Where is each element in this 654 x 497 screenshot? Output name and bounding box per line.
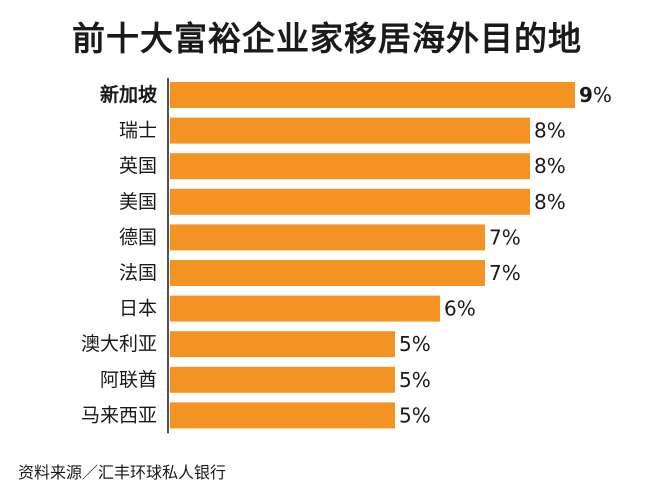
category-label: 瑞士 xyxy=(119,120,157,142)
value-label: 5% xyxy=(399,403,431,427)
value-label: 9% xyxy=(579,83,612,107)
category-label: 澳大利亚 xyxy=(81,333,157,355)
bar-6 xyxy=(170,260,485,286)
bar-10 xyxy=(170,402,395,429)
source-note: 资料来源／汇丰环球私人银行 xyxy=(18,463,227,482)
category-label: 日本 xyxy=(119,298,157,320)
value-label: 8% xyxy=(534,154,566,178)
bar-4 xyxy=(170,188,530,215)
bar-2 xyxy=(170,117,530,144)
category-label: 新加坡 xyxy=(100,83,158,106)
value-labels-layer: 9% 8% 8% 8% 7% 7% 6% 5% 5% 5% xyxy=(399,83,612,427)
bar-7 xyxy=(170,295,440,322)
category-label: 法国 xyxy=(119,262,157,284)
chart-title: 前十大富裕企业家移居海外目的地 xyxy=(72,19,582,58)
value-label: 8% xyxy=(534,190,566,214)
category-label: 美国 xyxy=(119,191,157,213)
value-label: 5% xyxy=(399,332,431,356)
value-label: 8% xyxy=(534,119,566,143)
bar-3 xyxy=(170,153,530,180)
category-label: 英国 xyxy=(119,155,157,177)
bar-9 xyxy=(170,366,395,393)
bar-8 xyxy=(170,331,395,358)
bar-5 xyxy=(170,224,485,251)
bar-1 xyxy=(170,82,575,108)
category-label: 阿联酋 xyxy=(100,369,157,391)
value-label: 7% xyxy=(489,261,521,285)
value-label: 6% xyxy=(444,297,476,321)
bars-layer xyxy=(170,82,575,429)
category-label: 马来西亚 xyxy=(81,404,157,426)
value-label: 7% xyxy=(489,225,521,249)
category-label: 德国 xyxy=(119,226,157,248)
value-label: 5% xyxy=(399,368,431,392)
